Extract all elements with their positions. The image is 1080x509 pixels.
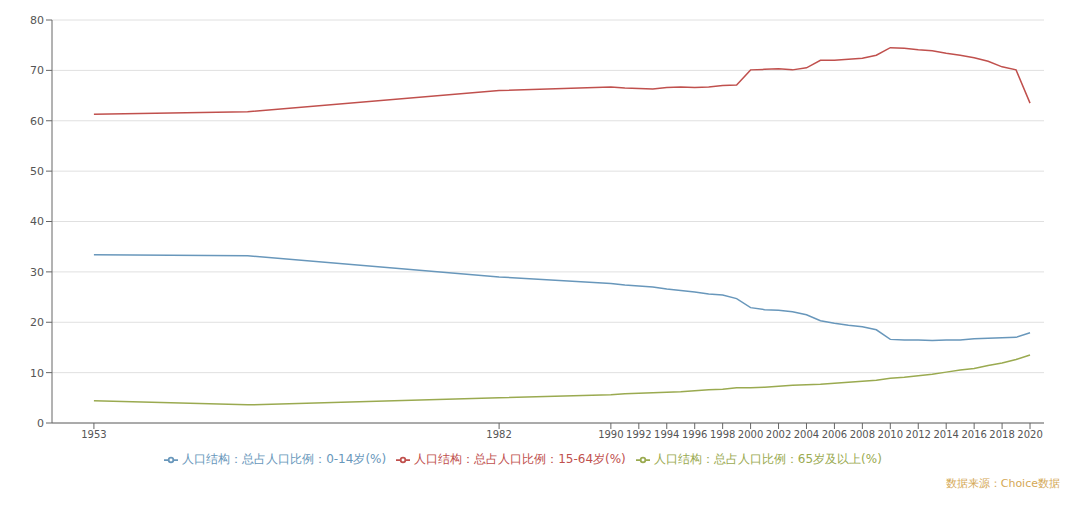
svg-text:2002: 2002 <box>766 429 791 440</box>
svg-text:1953: 1953 <box>81 429 106 440</box>
svg-text:2006: 2006 <box>822 429 847 440</box>
svg-text:20: 20 <box>30 316 44 329</box>
svg-text:2020: 2020 <box>1017 429 1042 440</box>
html-text:人口结构：总占人口比例：0-14岁(%): 人口结构：总占人口比例：0-14岁(%) <box>182 452 387 466</box>
svg-text:2004: 2004 <box>794 429 819 440</box>
svg-text:2016: 2016 <box>961 429 986 440</box>
svg-text:2014: 2014 <box>933 429 958 440</box>
svg-text:1998: 1998 <box>710 429 735 440</box>
html-text:人口结构：总占人口比例：65岁及以上(%): 人口结构：总占人口比例：65岁及以上(%) <box>653 452 882 466</box>
svg-text:2008: 2008 <box>850 429 875 440</box>
svg-text:80: 80 <box>30 14 44 27</box>
svg-text:60: 60 <box>30 115 44 128</box>
svg-text:1990: 1990 <box>598 429 623 440</box>
html-text:数据来源：Choice数据: 数据来源：Choice数据 <box>945 477 1060 490</box>
svg-text:10: 10 <box>30 367 44 380</box>
svg-text:1982: 1982 <box>486 429 511 440</box>
html-text:人口结构：总占人口比例：15-64岁(%): 人口结构：总占人口比例：15-64岁(%) <box>414 452 626 466</box>
svg-text:50: 50 <box>30 165 44 178</box>
svg-text:70: 70 <box>30 64 44 77</box>
svg-text:40: 40 <box>30 215 44 228</box>
svg-text:2010: 2010 <box>878 429 903 440</box>
svg-text:1992: 1992 <box>626 429 651 440</box>
svg-text:1994: 1994 <box>654 429 679 440</box>
svg-text:0: 0 <box>37 417 44 430</box>
svg-text:30: 30 <box>30 266 44 279</box>
svg-text:2000: 2000 <box>738 429 763 440</box>
svg-text:1996: 1996 <box>682 429 707 440</box>
svg-text:2018: 2018 <box>989 429 1014 440</box>
svg-text:2012: 2012 <box>906 429 931 440</box>
